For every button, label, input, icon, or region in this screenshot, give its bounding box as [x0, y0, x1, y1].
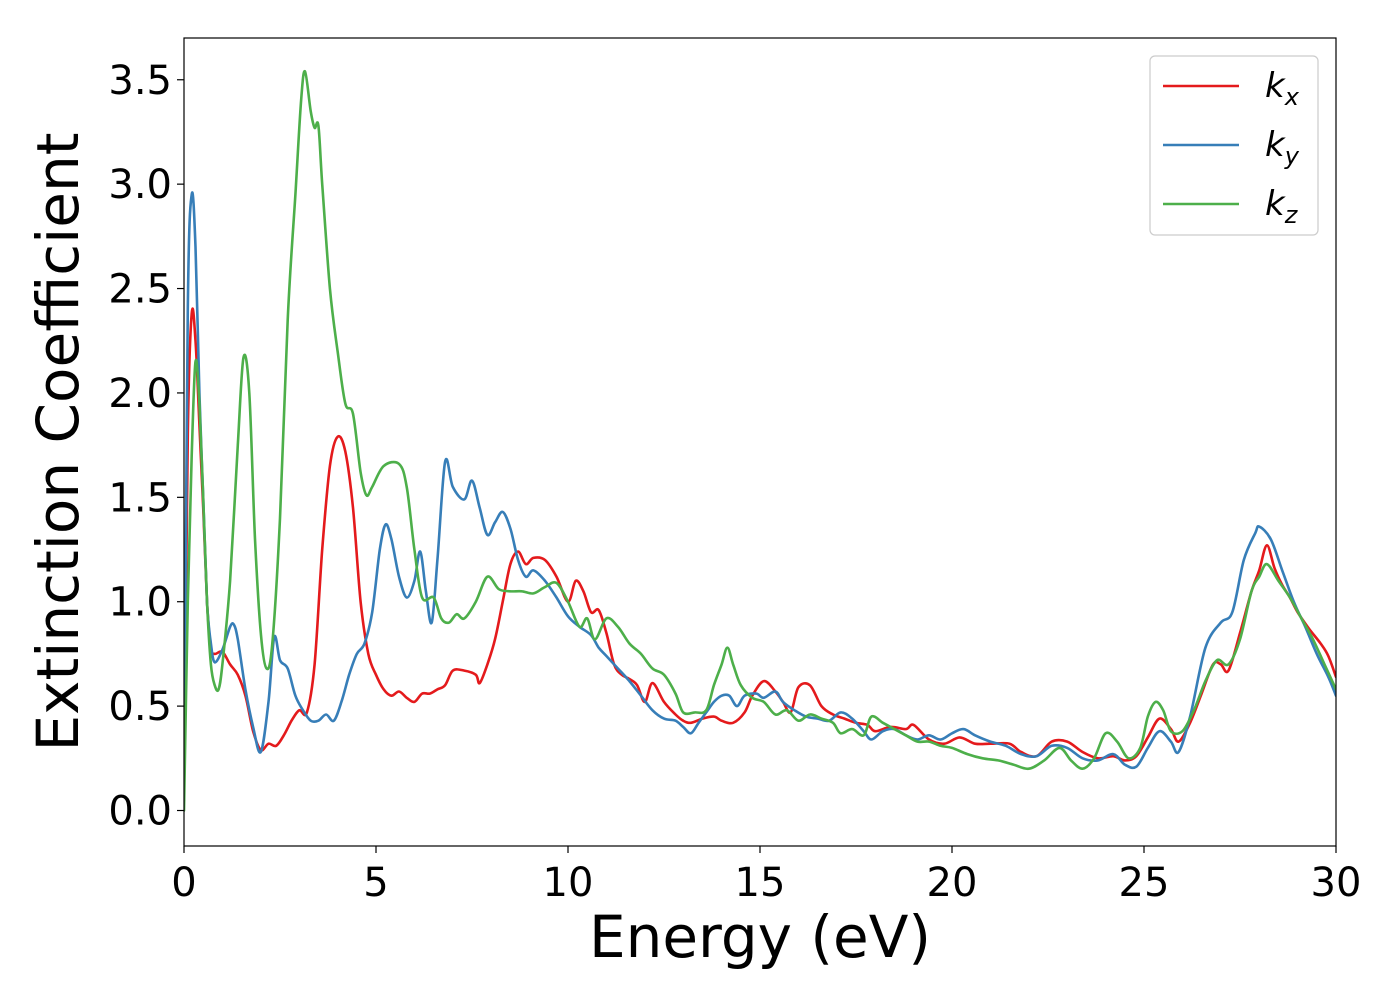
legend-label-subscript: x [1284, 83, 1300, 111]
x-tick-label: 20 [927, 860, 978, 906]
y-tick-label: 1.5 [108, 475, 172, 521]
series-line-z [184, 70, 1336, 812]
legend-label-base: k [1265, 125, 1286, 165]
x-axis-label: Energy (eV) [589, 903, 931, 971]
legend-label-subscript: y [1284, 142, 1300, 170]
y-tick-label: 3.5 [108, 58, 172, 104]
legend-label-subscript: z [1284, 201, 1299, 229]
legend-label-base: k [1265, 66, 1286, 106]
y-tick-label: 1.0 [108, 580, 172, 626]
legend-label-z: kz [1265, 184, 1299, 229]
x-axis-ticks: 0 5 10 15 20 25 30 [171, 846, 1361, 906]
legend-label-x: kx [1265, 66, 1300, 111]
x-tick-label: 15 [735, 860, 786, 906]
x-tick-label: 10 [543, 860, 594, 906]
y-tick-label: 2.0 [108, 371, 172, 417]
series-line-y [184, 191, 1336, 802]
y-axis-ticks: 0.0 0.5 1.0 1.5 2.0 2.5 3.0 3.5 [108, 58, 184, 835]
x-tick-label: 25 [1119, 860, 1170, 906]
series-layer [184, 70, 1336, 812]
x-tick-label: 5 [363, 860, 388, 906]
y-tick-label: 2.5 [108, 267, 172, 313]
legend-label-base: k [1265, 184, 1286, 224]
y-tick-label: 3.0 [108, 162, 172, 208]
x-tick-label: 0 [171, 860, 196, 906]
legend-label-y: ky [1265, 125, 1300, 170]
x-tick-label: 30 [1311, 860, 1362, 906]
y-tick-label: 0.5 [108, 684, 172, 730]
y-axis-label: Extinction Coefficient [24, 133, 92, 752]
y-tick-label: 0.0 [108, 789, 172, 835]
